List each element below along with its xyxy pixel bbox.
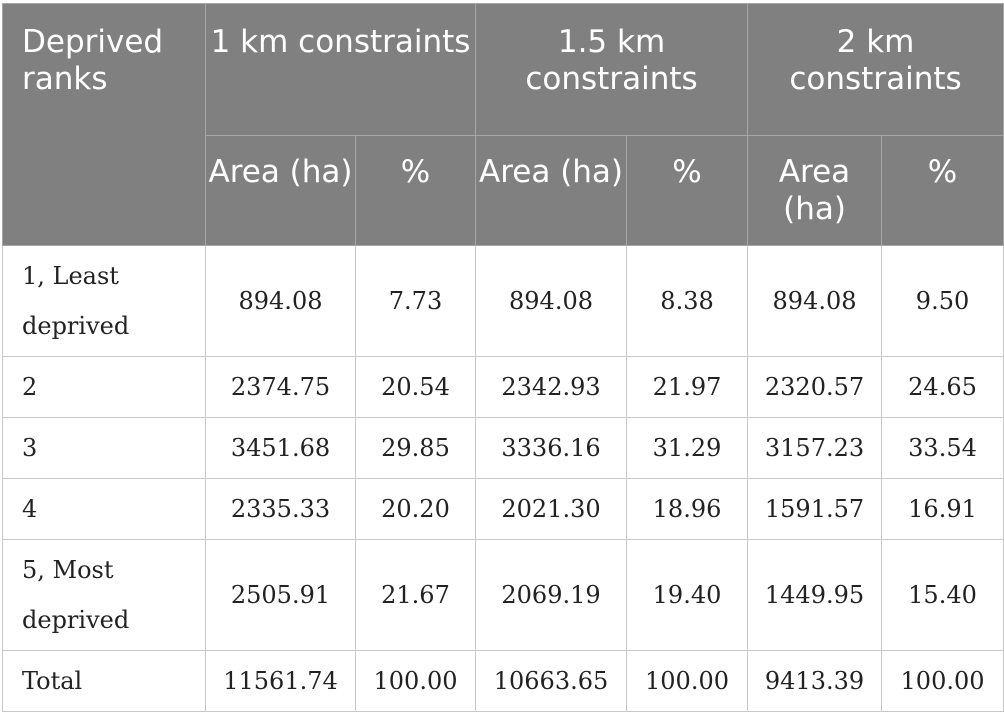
pct-1-5km-cell: 8.38 <box>626 245 749 357</box>
pct-2km-cell: 24.65 <box>881 356 1004 418</box>
deprivation-area-table: Deprived ranks 1 km constraints 1.5 km c… <box>2 3 1004 712</box>
header-area-2km: Area (ha) <box>747 135 883 246</box>
area-1km-cell: 2374.75 <box>205 356 356 418</box>
header-area-1-5km: Area (ha) <box>475 135 628 246</box>
area-1-5km-cell: 2021.30 <box>475 478 628 540</box>
area-1km-cell: 894.08 <box>205 245 356 357</box>
pct-1-5km-cell: 18.96 <box>626 478 749 540</box>
header-group-2km: 2 km constraints <box>747 3 1004 136</box>
table-body: 1, Least deprived 894.08 7.73 894.08 8.3… <box>2 245 1004 712</box>
area-2km-cell: 2320.57 <box>747 356 883 418</box>
area-1km-cell: 11561.74 <box>205 650 356 712</box>
pct-1km-cell: 100.00 <box>354 650 477 712</box>
area-1-5km-cell: 3336.16 <box>475 417 628 479</box>
rank-cell: 4 <box>2 478 206 540</box>
header-row-groups: Deprived ranks 1 km constraints 1.5 km c… <box>2 3 1004 246</box>
pct-1km-cell: 21.67 <box>354 539 477 651</box>
header-group-1km: 1 km constraints <box>204 3 477 136</box>
area-1km-cell: 2335.33 <box>205 478 356 540</box>
table-row: 1, Least deprived 894.08 7.73 894.08 8.3… <box>2 245 1004 357</box>
pct-2km-cell: 15.40 <box>881 539 1004 651</box>
pct-1-5km-cell: 31.29 <box>626 417 749 479</box>
header-pct-2km: % <box>881 135 1004 246</box>
area-1km-cell: 3451.68 <box>205 417 356 479</box>
area-2km-cell: 1591.57 <box>747 478 883 540</box>
area-2km-cell: 894.08 <box>747 245 883 357</box>
table-row: 3 3451.68 29.85 3336.16 31.29 3157.23 33… <box>2 417 1004 479</box>
area-1-5km-cell: 2342.93 <box>475 356 628 418</box>
pct-1km-cell: 29.85 <box>354 417 477 479</box>
header-group-1-5km: 1.5 km constraints <box>475 3 749 136</box>
pct-1km-cell: 7.73 <box>354 245 477 357</box>
pct-2km-cell: 9.50 <box>881 245 1004 357</box>
area-2km-cell: 9413.39 <box>747 650 883 712</box>
rank-cell: 5, Most deprived <box>2 539 206 651</box>
pct-1km-cell: 20.54 <box>354 356 477 418</box>
pct-2km-cell: 33.54 <box>881 417 1004 479</box>
pct-1-5km-cell: 21.97 <box>626 356 749 418</box>
pct-2km-cell: 100.00 <box>881 650 1004 712</box>
area-1km-cell: 2505.91 <box>205 539 356 651</box>
table-row: 2 2374.75 20.54 2342.93 21.97 2320.57 24… <box>2 356 1004 418</box>
rank-cell: 1, Least deprived <box>2 245 206 357</box>
area-2km-cell: 3157.23 <box>747 417 883 479</box>
pct-1-5km-cell: 19.40 <box>626 539 749 651</box>
table-row: 4 2335.33 20.20 2021.30 18.96 1591.57 16… <box>2 478 1004 540</box>
rank-cell: Total <box>2 650 206 712</box>
header-pct-1-5km: % <box>626 135 749 246</box>
table-row: 5, Most deprived 2505.91 21.67 2069.19 1… <box>2 539 1004 651</box>
header-pct-1km: % <box>354 135 477 246</box>
area-1-5km-cell: 2069.19 <box>475 539 628 651</box>
pct-1-5km-cell: 100.00 <box>626 650 749 712</box>
pct-2km-cell: 16.91 <box>881 478 1004 540</box>
rank-cell: 2 <box>2 356 206 418</box>
header-area-1km: Area (ha) <box>205 135 356 246</box>
table-header: Deprived ranks 1 km constraints 1.5 km c… <box>2 3 1004 246</box>
area-1-5km-cell: 10663.65 <box>475 650 628 712</box>
header-deprived-ranks: Deprived ranks <box>2 3 206 246</box>
area-1-5km-cell: 894.08 <box>475 245 628 357</box>
rank-cell: 3 <box>2 417 206 479</box>
header-row-subcolumns: Area (ha) % Area (ha) % Area (ha) % <box>3 135 1004 246</box>
table-row-total: Total 11561.74 100.00 10663.65 100.00 94… <box>2 650 1004 712</box>
area-2km-cell: 1449.95 <box>747 539 883 651</box>
pct-1km-cell: 20.20 <box>354 478 477 540</box>
